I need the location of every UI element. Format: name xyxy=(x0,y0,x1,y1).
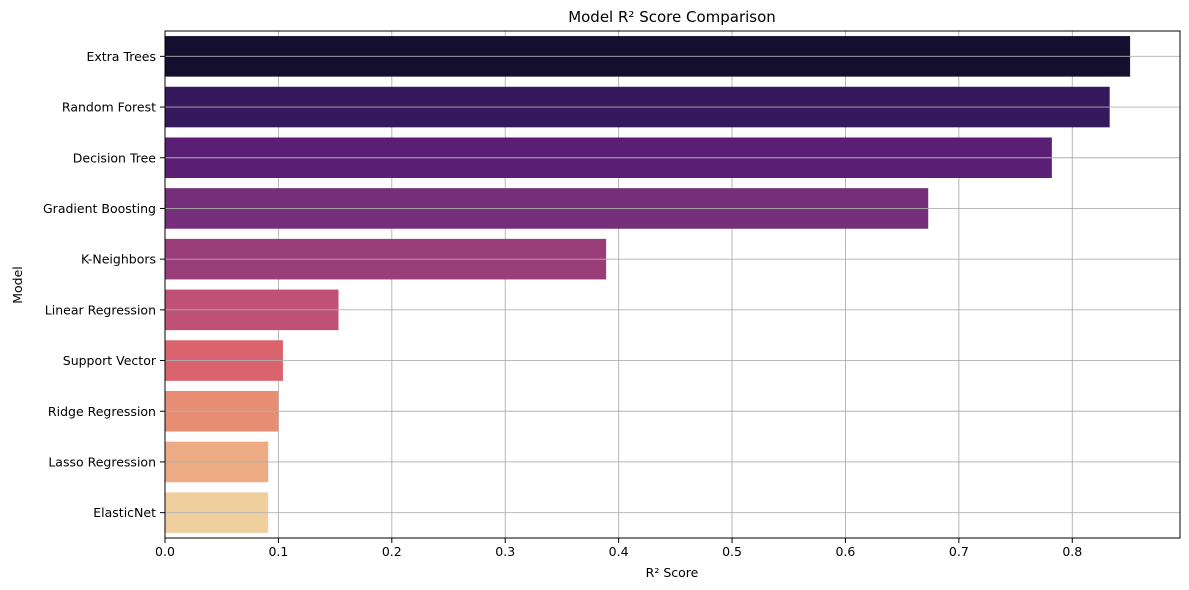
chart-title: Model R² Score Comparison xyxy=(568,8,776,26)
y-tick-label: K-Neighbors xyxy=(81,252,156,267)
x-tick-label: 0.4 xyxy=(609,544,629,559)
plot-frame xyxy=(164,30,1181,539)
y-tick-label: ElasticNet xyxy=(93,505,156,520)
axes-layer xyxy=(164,30,1181,539)
y-tick-label: Ridge Regression xyxy=(48,404,156,419)
x-tick-label: 0.2 xyxy=(382,544,402,559)
x-tick-label: 0.0 xyxy=(155,544,175,559)
x-tick-label: 0.5 xyxy=(722,544,742,559)
x-tick-label: 0.7 xyxy=(949,544,969,559)
y-tick-label: Gradient Boosting xyxy=(43,201,156,216)
x-axis-label: R² Score xyxy=(646,565,699,580)
x-tick-label: 0.3 xyxy=(495,544,515,559)
y-tick-label: Extra Trees xyxy=(86,49,156,64)
x-tick-label: 0.8 xyxy=(1062,544,1082,559)
y-tick-label: Random Forest xyxy=(62,100,156,115)
y-tick-label: Lasso Regression xyxy=(48,454,156,469)
y-axis-label: Model xyxy=(10,266,25,304)
x-tick-label: 0.6 xyxy=(836,544,856,559)
y-tick-label: Support Vector xyxy=(63,353,157,368)
y-tick-label: Linear Regression xyxy=(45,302,156,317)
y-tick-label: Decision Tree xyxy=(73,150,157,165)
ticks-layer: 0.0 0.1 0.2 0.3 0.4 0.5 0.6 0.7 0.8 Extra Trees Ra… xyxy=(43,49,1082,559)
x-tick-label: 0.1 xyxy=(268,544,288,559)
